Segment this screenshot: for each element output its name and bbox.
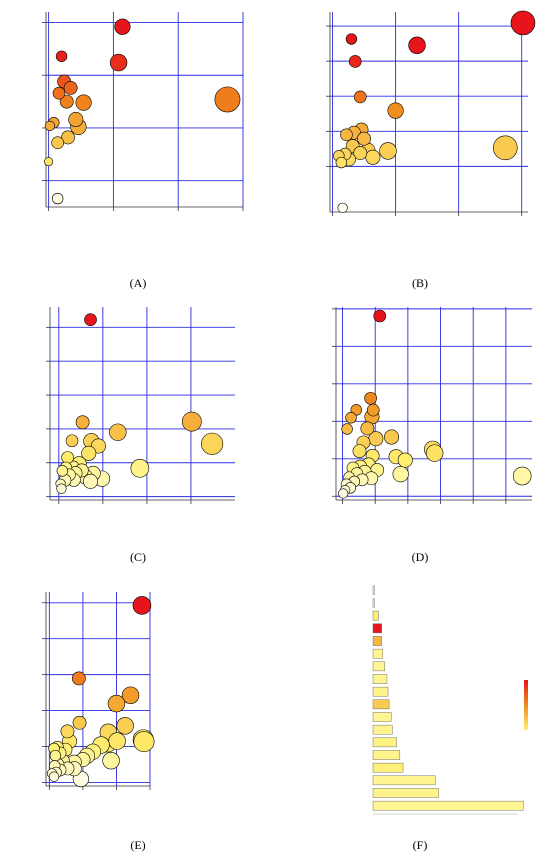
- bar: [372, 648, 383, 659]
- panel-label-d: (D): [412, 550, 429, 564]
- data-point: [130, 459, 150, 478]
- data-point: [55, 50, 68, 62]
- data-point: [132, 596, 152, 615]
- data-point: [214, 86, 241, 113]
- data-point: [392, 466, 409, 483]
- data-point: [357, 131, 371, 146]
- data-point: [379, 142, 397, 160]
- data-point: [51, 192, 64, 205]
- data-point: [56, 483, 67, 494]
- bar: [372, 762, 404, 773]
- data-point: [108, 732, 126, 750]
- data-point: [109, 53, 128, 72]
- bar: [372, 724, 393, 735]
- legend-color-scale: [524, 680, 528, 730]
- bar: [372, 699, 390, 710]
- data-point: [75, 415, 90, 430]
- bar: [372, 737, 397, 748]
- data-point: [373, 309, 387, 323]
- data-point: [72, 715, 87, 730]
- bar: [372, 674, 388, 684]
- data-point: [60, 724, 75, 739]
- data-point: [109, 423, 127, 441]
- data-point: [56, 465, 69, 477]
- panel-label-e: (E): [130, 838, 145, 852]
- data-point: [408, 36, 426, 55]
- data-point: [121, 686, 140, 704]
- data-point: [337, 202, 348, 213]
- data-point: [353, 90, 367, 104]
- data-point: [181, 411, 202, 432]
- data-point: [116, 717, 134, 735]
- bar: [372, 750, 401, 760]
- data-point: [63, 80, 78, 95]
- bar: [372, 775, 436, 786]
- panel-label-c: (C): [130, 550, 146, 564]
- bar: [372, 800, 524, 811]
- data-point: [75, 94, 92, 111]
- bar: [372, 686, 389, 697]
- data-point: [61, 130, 75, 145]
- data-point: [114, 18, 131, 35]
- data-point: [83, 473, 99, 489]
- data-point: [49, 749, 62, 762]
- panel-label-a: (A): [130, 276, 147, 290]
- data-point: [384, 429, 400, 445]
- scatter-panel-b: [326, 10, 536, 216]
- bar-panel-f: [372, 585, 528, 815]
- scatter-panel-d: [332, 307, 532, 504]
- bar: [372, 788, 439, 798]
- bar: [372, 712, 392, 722]
- panel-label-f: (F): [413, 838, 428, 852]
- data-point: [352, 444, 367, 458]
- scatter-panel-e: [42, 592, 155, 790]
- bar: [372, 598, 375, 608]
- data-point: [335, 156, 348, 169]
- data-point: [397, 452, 413, 468]
- bar: [372, 661, 386, 672]
- data-point: [65, 434, 79, 448]
- data-point: [492, 135, 518, 161]
- data-point: [425, 444, 444, 462]
- data-point: [68, 112, 84, 128]
- data-point: [510, 10, 536, 36]
- data-point: [365, 149, 381, 165]
- data-point: [340, 128, 353, 142]
- data-point: [341, 423, 353, 435]
- data-point: [512, 466, 532, 486]
- data-point: [133, 731, 155, 753]
- data-point: [345, 33, 358, 45]
- data-point: [345, 412, 357, 424]
- bar: [372, 585, 375, 596]
- data-point: [107, 694, 126, 713]
- data-point: [59, 94, 74, 109]
- bar: [372, 610, 379, 621]
- bar: [372, 623, 382, 634]
- data-point: [200, 432, 224, 455]
- data-point: [81, 445, 97, 461]
- data-point: [366, 403, 380, 417]
- data-point: [84, 313, 97, 326]
- data-point: [52, 86, 66, 100]
- scatter-panel-a: [42, 12, 244, 211]
- data-point: [44, 157, 54, 167]
- data-point: [350, 404, 362, 416]
- data-point: [353, 146, 368, 160]
- data-point: [360, 421, 375, 436]
- data-point: [102, 751, 120, 770]
- data-point: [338, 488, 349, 499]
- data-point: [61, 451, 74, 464]
- bar: [372, 636, 382, 646]
- data-point: [387, 102, 404, 119]
- data-point: [364, 391, 377, 405]
- data-point: [48, 771, 60, 782]
- data-point: [71, 671, 86, 686]
- data-point: [51, 136, 64, 150]
- data-point: [348, 55, 362, 68]
- scatter-panel-c: [46, 307, 235, 504]
- data-point: [44, 120, 55, 131]
- panel-label-b: (B): [412, 276, 428, 290]
